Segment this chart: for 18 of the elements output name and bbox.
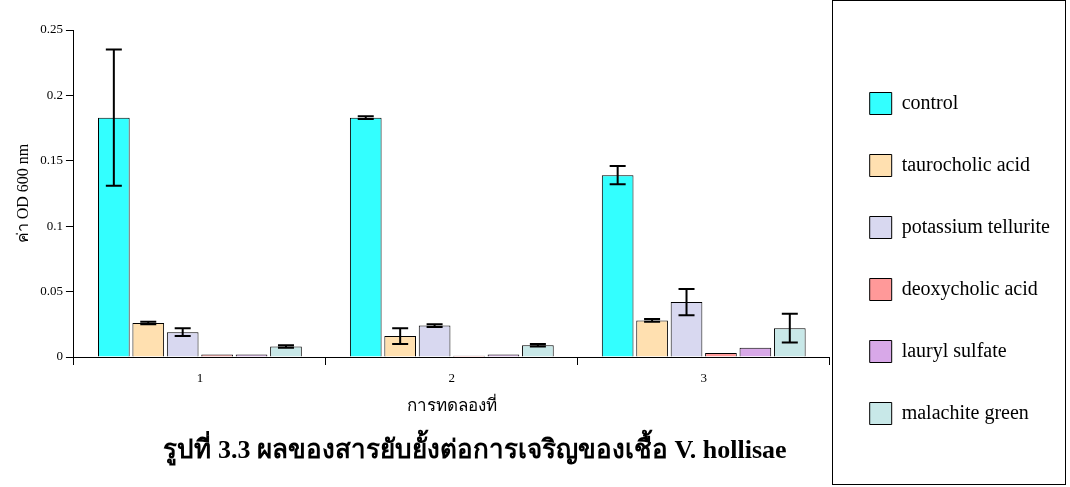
legend-label: potassium tellurite (901, 214, 1051, 238)
legend-label: deoxycholic acid (901, 276, 1038, 300)
legend-label: control (901, 90, 959, 113)
y-tick-label: 0.15 (40, 152, 63, 168)
x-tick-label: 3 (700, 370, 707, 386)
y-tick-label: 0.1 (46, 217, 63, 233)
y-tick-label: 0.25 (40, 21, 63, 37)
y-tick-label: 0 (56, 348, 63, 364)
legend-label: malachite green (901, 400, 1029, 424)
x-axis-title: การทดลองที่ (406, 393, 497, 416)
x-tick-label: 1 (196, 370, 204, 386)
x-tick-label: 2 (448, 370, 456, 386)
y-tick-label: 0.2 (46, 86, 63, 102)
text: รูปที่ 3.3 ผลของสารยับยั้งต่อการเจริญของเชื้อ V. hollisae (162, 428, 788, 468)
legend-label: taurocholic acid (901, 152, 1030, 175)
y-tick-label: 0.05 (40, 283, 63, 299)
legend-label: lauryl sulfate (901, 338, 1007, 362)
y-axis-title: ค่า OD 600 nm (13, 143, 31, 244)
